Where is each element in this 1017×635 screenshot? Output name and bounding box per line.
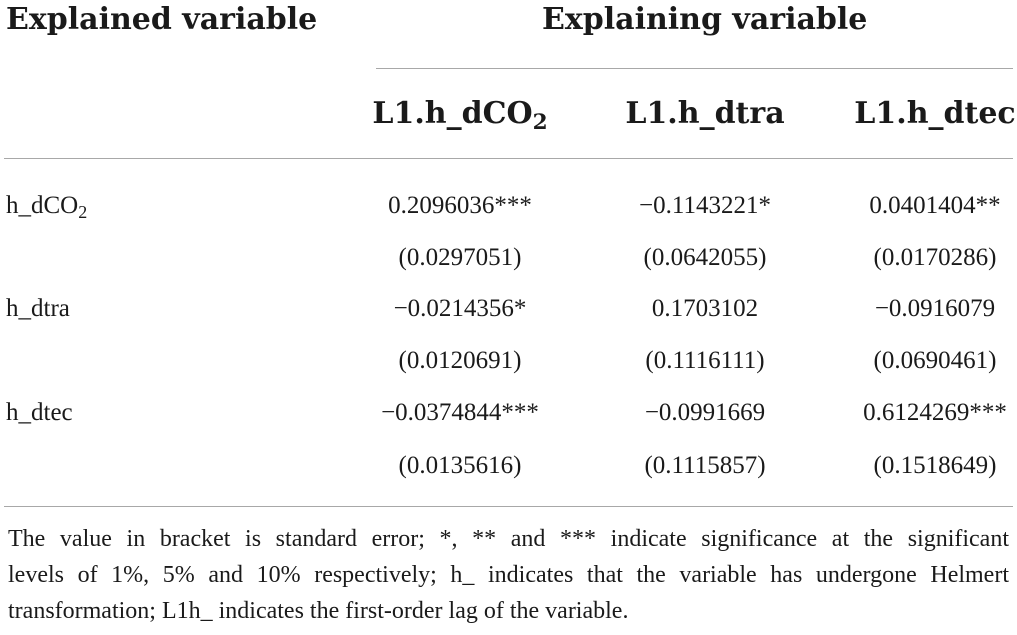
footnote-line: levels of 1%, 5% and 10% respectively; h… xyxy=(8,562,1009,588)
explained-variable-header: Explained variable xyxy=(6,2,318,37)
table-cell: −0.0991669 xyxy=(644,399,766,426)
explaining-rule xyxy=(376,68,1013,69)
column-header-l1-h-dco2: L1.h_dCO2 xyxy=(372,96,548,136)
column-header-l1-h-dtra: L1.h_dtra xyxy=(625,96,785,131)
table-cell: (0.1518649) xyxy=(873,452,997,479)
table-cell: (0.0120691) xyxy=(398,347,522,374)
row-label-h-dco2: h_dCO2 xyxy=(6,192,88,223)
table-cell: −0.0214356* xyxy=(393,295,527,322)
row-label-h-dtra: h_dtra xyxy=(6,295,70,322)
table-cell: (0.0690461) xyxy=(873,347,997,374)
footnote-line: The value in bracket is standard error; … xyxy=(8,526,1009,552)
header-rule xyxy=(4,158,1013,159)
footnote-line: transformation; L1h_ indicates the first… xyxy=(8,598,629,624)
table-cell: 0.0401404** xyxy=(869,192,1001,219)
table-cell: (0.0297051) xyxy=(398,244,522,271)
table-cell: 0.6124269*** xyxy=(863,399,1007,426)
table-cell: 0.1703102 xyxy=(651,295,759,322)
table-cell: −0.0916079 xyxy=(874,295,996,322)
table-cell: (0.0170286) xyxy=(873,244,997,271)
table-cell: −0.0374844*** xyxy=(381,399,539,426)
table-cell: −0.1143221* xyxy=(639,192,771,219)
table-footnote: The value in bracket is standard error; … xyxy=(8,521,1009,629)
table-cell: (0.1116111) xyxy=(645,347,765,374)
column-header-l1-h-dtec: L1.h_dtec xyxy=(854,96,1016,131)
table-cell: (0.0642055) xyxy=(643,244,767,271)
table-cell: (0.1115857) xyxy=(644,452,766,479)
table-cell: (0.0135616) xyxy=(398,452,522,479)
footer-rule xyxy=(4,506,1013,507)
explaining-variable-header: Explaining variable xyxy=(542,2,868,37)
row-label-h-dtec: h_dtec xyxy=(6,399,73,426)
table-cell: 0.2096036*** xyxy=(388,192,532,219)
